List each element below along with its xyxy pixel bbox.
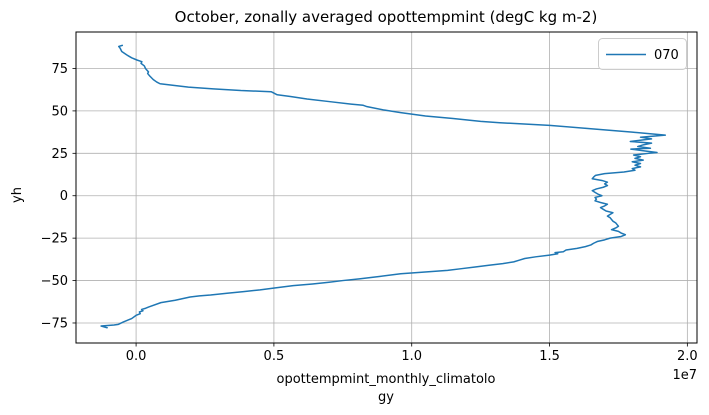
x-tick-label: 1.0: [401, 349, 422, 364]
x-axis-offset-text: 1e7: [672, 368, 697, 383]
axes-spines: [75, 31, 698, 344]
y-tick-label: 0: [60, 189, 68, 204]
x-axis-label-line2: gy: [378, 390, 394, 405]
y-tick-label: −50: [41, 274, 68, 289]
y-tick-label: 75: [51, 62, 68, 77]
plot-border: [75, 31, 698, 344]
x-tick-label: 1.5: [539, 349, 560, 364]
y-axis-label: yh: [10, 187, 25, 203]
data-line-070: [100, 44, 667, 329]
y-tick-label: 50: [51, 104, 68, 119]
y-tick-label: 25: [51, 147, 68, 162]
chart-title: October, zonally averaged opottempmint (…: [175, 8, 598, 26]
y-tick-label: −25: [41, 232, 68, 247]
x-axis-label-line1: opottempmint_monthly_climatolo: [277, 372, 496, 387]
tick-layer: 0.0 0.5 1.0 1.5 2.0 −75 −50 −25 0 25 50 75: [41, 62, 698, 364]
legend-entry-label: 070: [654, 48, 679, 63]
y-tick-label: −75: [41, 316, 68, 331]
legend: 070: [598, 38, 687, 70]
x-tick-label: 0.0: [126, 349, 147, 364]
grid-layer: [76, 32, 697, 343]
x-tick-label: 2.0: [677, 349, 698, 364]
x-tick-label: 0.5: [264, 349, 285, 364]
data-line-layer: [100, 44, 667, 329]
